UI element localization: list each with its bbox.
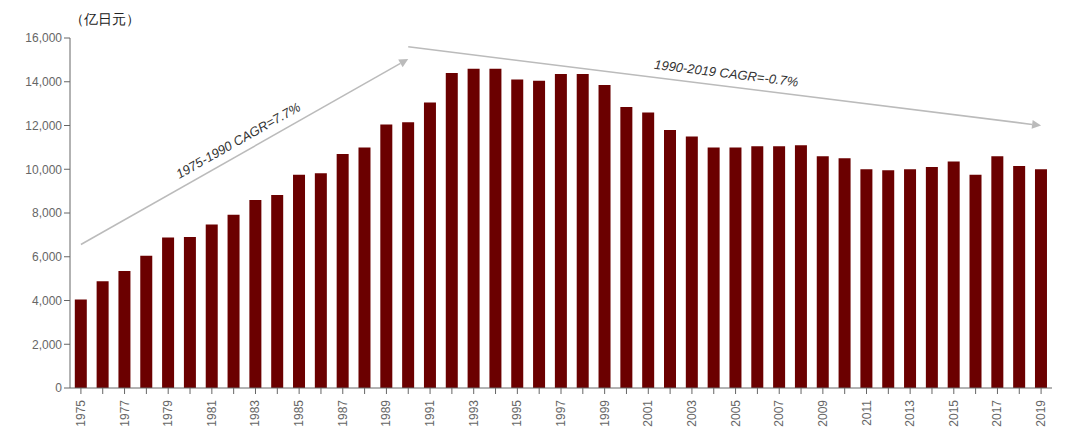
svg-text:0: 0 bbox=[55, 381, 62, 395]
svg-text:2019: 2019 bbox=[1034, 400, 1048, 427]
svg-text:2,000: 2,000 bbox=[32, 338, 62, 352]
svg-text:2005: 2005 bbox=[729, 400, 743, 427]
svg-text:1975: 1975 bbox=[74, 400, 88, 427]
svg-text:14,000: 14,000 bbox=[25, 75, 62, 89]
svg-text:10,000: 10,000 bbox=[25, 163, 62, 177]
svg-text:1981: 1981 bbox=[205, 400, 219, 427]
svg-text:1983: 1983 bbox=[248, 400, 262, 427]
svg-text:2007: 2007 bbox=[772, 400, 786, 427]
svg-text:1997: 1997 bbox=[554, 400, 568, 427]
svg-text:1999: 1999 bbox=[598, 400, 612, 427]
svg-text:4,000: 4,000 bbox=[32, 294, 62, 308]
svg-text:1995: 1995 bbox=[510, 400, 524, 427]
svg-text:1977: 1977 bbox=[118, 400, 132, 427]
svg-text:1991: 1991 bbox=[423, 400, 437, 427]
svg-text:2017: 2017 bbox=[990, 400, 1004, 427]
svg-text:2003: 2003 bbox=[685, 400, 699, 427]
svg-text:1989: 1989 bbox=[379, 400, 393, 427]
svg-text:8,000: 8,000 bbox=[32, 206, 62, 220]
svg-text:1993: 1993 bbox=[467, 400, 481, 427]
svg-text:16,000: 16,000 bbox=[25, 31, 62, 45]
svg-text:1990-2019 CAGR=-0.7%: 1990-2019 CAGR=-0.7% bbox=[653, 57, 799, 90]
svg-text:2009: 2009 bbox=[816, 400, 830, 427]
svg-text:2015: 2015 bbox=[947, 400, 961, 427]
svg-text:2001: 2001 bbox=[641, 400, 655, 427]
svg-text:1985: 1985 bbox=[292, 400, 306, 427]
svg-text:1979: 1979 bbox=[161, 400, 175, 427]
svg-text:12,000: 12,000 bbox=[25, 119, 62, 133]
svg-text:1975-1990 CAGR=7.7%: 1975-1990 CAGR=7.7% bbox=[173, 99, 303, 181]
html-text:（亿日元）: （亿日元） bbox=[70, 11, 140, 27]
svg-text:1987: 1987 bbox=[336, 400, 350, 427]
svg-text:6,000: 6,000 bbox=[32, 250, 62, 264]
svg-text:2013: 2013 bbox=[903, 400, 917, 427]
svg-text:2011: 2011 bbox=[860, 400, 874, 426]
